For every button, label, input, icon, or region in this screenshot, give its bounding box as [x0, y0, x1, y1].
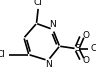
Text: O: O: [83, 31, 90, 40]
Text: S: S: [74, 44, 80, 53]
Text: Cl: Cl: [34, 0, 43, 7]
Text: Cl: Cl: [0, 50, 6, 59]
Text: N: N: [45, 60, 51, 69]
Text: N: N: [49, 20, 56, 29]
Text: CH₃: CH₃: [90, 44, 96, 53]
Text: O: O: [83, 56, 90, 65]
